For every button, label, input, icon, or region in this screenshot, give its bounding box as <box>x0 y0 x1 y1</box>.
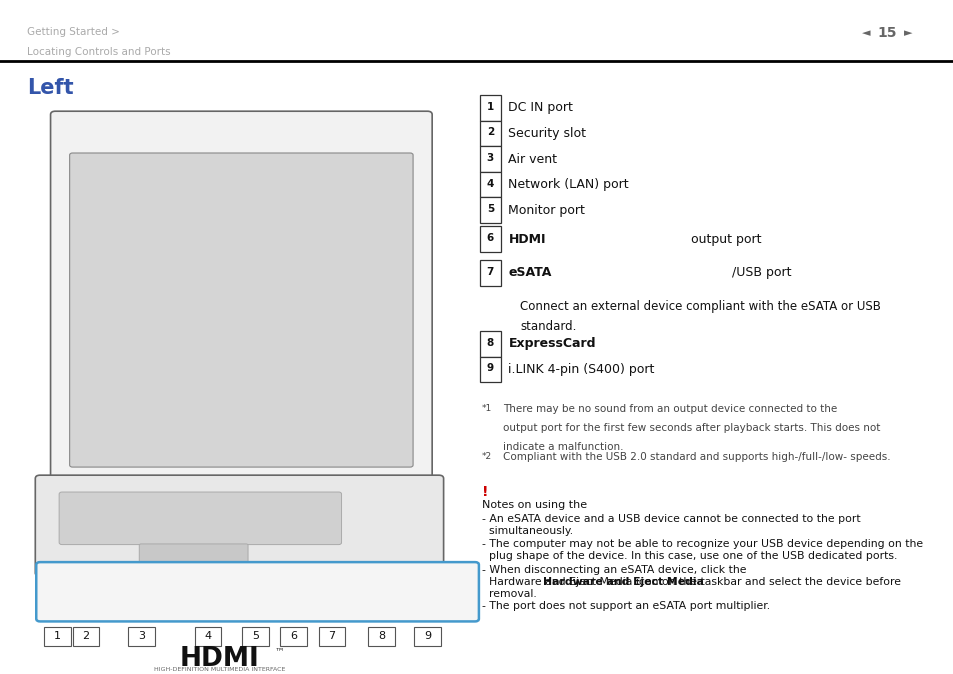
Text: standard.: standard. <box>519 320 576 333</box>
Text: *1: *1 <box>481 404 492 413</box>
FancyBboxPatch shape <box>318 627 345 646</box>
FancyBboxPatch shape <box>72 627 99 646</box>
Text: Network (LAN) port: Network (LAN) port <box>508 178 633 191</box>
Text: 6: 6 <box>486 233 494 243</box>
Text: 9: 9 <box>423 632 431 641</box>
Text: 6: 6 <box>290 632 297 641</box>
Text: *2: *2 <box>481 452 492 460</box>
Text: - When disconnecting an eSATA device, click the: - When disconnecting an eSATA device, cl… <box>481 565 749 575</box>
Text: 7: 7 <box>328 632 335 641</box>
Text: 2: 2 <box>486 127 494 137</box>
FancyBboxPatch shape <box>59 492 341 545</box>
Text: Notes on using the: Notes on using the <box>481 500 590 510</box>
Text: 3: 3 <box>137 632 145 641</box>
Text: - The port does not support an eSATA port multiplier.: - The port does not support an eSATA por… <box>481 601 769 611</box>
Text: /USB port: /USB port <box>731 266 790 280</box>
Text: 4: 4 <box>486 179 494 189</box>
FancyBboxPatch shape <box>479 226 500 252</box>
FancyBboxPatch shape <box>51 111 432 489</box>
Text: !: ! <box>481 485 488 499</box>
Text: 8: 8 <box>486 338 494 348</box>
FancyBboxPatch shape <box>128 627 154 646</box>
Text: Left: Left <box>27 78 73 98</box>
Text: ►: ► <box>903 28 911 38</box>
Text: Connect an external device compliant with the eSATA or USB: Connect an external device compliant wit… <box>519 300 880 313</box>
Text: eSATA: eSATA <box>508 266 551 280</box>
FancyBboxPatch shape <box>479 172 500 197</box>
FancyBboxPatch shape <box>368 627 395 646</box>
Text: ExpressCard: ExpressCard <box>508 337 596 350</box>
Text: Compliant with the USB 2.0 standard and supports high-/full-/low- speeds.: Compliant with the USB 2.0 standard and … <box>502 452 889 462</box>
Text: 15: 15 <box>877 26 896 40</box>
Text: 7: 7 <box>486 267 494 277</box>
Text: 5: 5 <box>252 632 259 641</box>
FancyBboxPatch shape <box>35 475 443 576</box>
Text: Air vent: Air vent <box>508 152 557 166</box>
Text: 9: 9 <box>486 363 494 373</box>
Text: ◄: ◄ <box>862 28 869 38</box>
FancyBboxPatch shape <box>194 627 221 646</box>
FancyBboxPatch shape <box>242 627 269 646</box>
Text: 1: 1 <box>486 102 494 112</box>
FancyBboxPatch shape <box>139 544 248 565</box>
FancyBboxPatch shape <box>479 331 500 357</box>
Text: Hardware and Eject Media: Hardware and Eject Media <box>542 577 703 587</box>
Text: 4: 4 <box>204 632 212 641</box>
Text: removal.: removal. <box>481 589 536 599</box>
Text: HIGH-DEFINITION MULTIMEDIA INTERFACE: HIGH-DEFINITION MULTIMEDIA INTERFACE <box>153 667 285 673</box>
Text: 2: 2 <box>82 632 90 641</box>
Text: Getting Started >: Getting Started > <box>27 27 119 37</box>
Text: - The computer may not be able to recognize your USB device depending on the: - The computer may not be able to recogn… <box>481 539 922 549</box>
FancyBboxPatch shape <box>479 146 500 172</box>
FancyBboxPatch shape <box>479 121 500 146</box>
Text: 5: 5 <box>486 204 494 214</box>
Text: HDMI: HDMI <box>179 646 259 672</box>
FancyBboxPatch shape <box>479 357 500 382</box>
Text: Hardware and Eject Media icon on the taskbar and select the device before: Hardware and Eject Media icon on the tas… <box>481 577 900 587</box>
Text: Monitor port: Monitor port <box>508 204 589 217</box>
FancyBboxPatch shape <box>70 153 413 467</box>
FancyBboxPatch shape <box>280 627 307 646</box>
Text: output port: output port <box>686 233 760 246</box>
Text: plug shape of the device. In this case, use one of the USB dedicated ports.: plug shape of the device. In this case, … <box>481 551 896 561</box>
Text: simultaneously.: simultaneously. <box>481 526 573 536</box>
FancyBboxPatch shape <box>44 627 71 646</box>
Text: Security slot: Security slot <box>508 127 586 140</box>
FancyBboxPatch shape <box>479 197 500 223</box>
FancyBboxPatch shape <box>414 627 440 646</box>
Text: i.LINK 4-pin (S400) port: i.LINK 4-pin (S400) port <box>508 363 659 376</box>
Text: Locating Controls and Ports: Locating Controls and Ports <box>27 47 171 57</box>
Text: There may be no sound from an output device connected to the: There may be no sound from an output dev… <box>502 404 840 415</box>
Text: output port for the first few seconds after playback starts. This does not: output port for the first few seconds af… <box>502 423 880 433</box>
FancyBboxPatch shape <box>479 95 500 121</box>
Text: 1: 1 <box>53 632 61 641</box>
Text: 3: 3 <box>486 153 494 163</box>
FancyBboxPatch shape <box>479 260 500 286</box>
Text: indicate a malfunction.: indicate a malfunction. <box>502 442 622 452</box>
Text: HDMI: HDMI <box>508 233 545 246</box>
Text: 8: 8 <box>377 632 385 641</box>
Text: ™: ™ <box>274 646 284 656</box>
Text: - An eSATA device and a USB device cannot be connected to the port: - An eSATA device and a USB device canno… <box>481 514 860 524</box>
Text: DC IN port: DC IN port <box>508 101 577 115</box>
FancyBboxPatch shape <box>36 562 478 621</box>
